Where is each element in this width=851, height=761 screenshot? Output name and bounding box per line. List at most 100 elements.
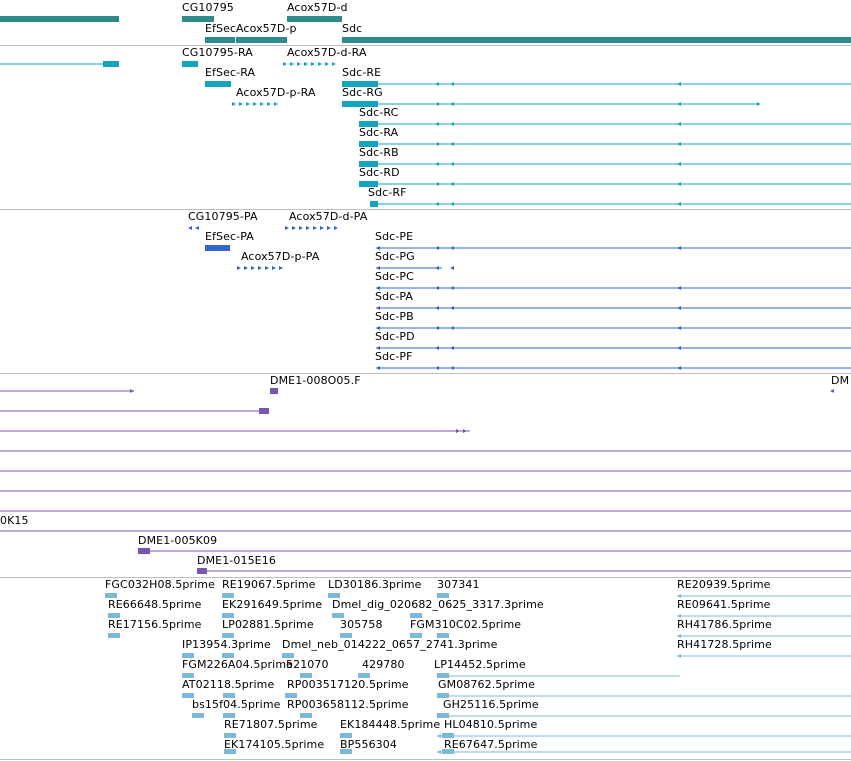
mrna-sdc-rf-arrow-0[interactable] xyxy=(435,202,439,206)
feature-label-dme1-005k09[interactable]: DME1-005K09 xyxy=(138,534,218,547)
feature-label-fgm310c02-5prime[interactable]: FGM310C02.5prime xyxy=(410,618,522,631)
gene-bar-left[interactable] xyxy=(0,16,119,22)
est-feature-18[interactable] xyxy=(358,673,370,678)
mrna-sdc-rb-arrow-1[interactable] xyxy=(450,162,454,166)
feature-label-acox57d-d-pa[interactable]: Acox57D-d-PA xyxy=(289,210,368,223)
est-feature-32[interactable] xyxy=(340,749,352,754)
feature-label-dm[interactable]: DM xyxy=(831,374,850,387)
protein-sdc-pc-arrow-0[interactable] xyxy=(435,286,439,290)
mrna-sdc-rc-arrow-1[interactable] xyxy=(450,122,454,126)
protein-sdc-pe-arrow-1[interactable] xyxy=(450,246,454,250)
feature-label-rh41728-5prime[interactable]: RH41728.5prime xyxy=(677,638,772,651)
clone-dme1-008o05[interactable] xyxy=(270,388,278,394)
protein-sdc-pb-arrow-2[interactable] xyxy=(677,326,681,330)
mrna-sdc-ra-arrow-2[interactable] xyxy=(677,142,681,146)
mrna-acox57d-d-ra-arrow-3[interactable] xyxy=(304,62,308,66)
est-feature-7[interactable] xyxy=(410,613,422,618)
feature-label-lp02881-5prime[interactable]: LP02881.5prime xyxy=(222,618,314,631)
mrna-sdc-rf-exon[interactable] xyxy=(370,201,378,207)
est-feature-5[interactable] xyxy=(222,613,234,618)
mrna-acox57d-d-ra-arrow-2[interactable] xyxy=(297,62,301,66)
feature-label-rh41786-5prime[interactable]: RH41786.5prime xyxy=(677,618,772,631)
feature-label-ek184448-5prime[interactable]: EK184448.5prime xyxy=(340,718,441,731)
feature-label-hl04810-5prime[interactable]: HL04810.5prime xyxy=(444,718,538,731)
feature-label-ld30186-3prime[interactable]: LD30186.3prime xyxy=(328,578,422,591)
est-long-mid-arrow-2[interactable] xyxy=(437,714,441,718)
protein-sdc-pe-start[interactable] xyxy=(376,246,380,250)
protein-sdc-pb-arrow-1[interactable] xyxy=(450,326,454,330)
est-feature-14[interactable] xyxy=(222,653,234,658)
protein-sdc-pa-arrow-1[interactable] xyxy=(450,306,454,310)
protein-sdc-pe-arrow-0[interactable] xyxy=(435,246,439,250)
feature-label-0k15[interactable]: 0K15 xyxy=(0,514,29,527)
protein-sdc-pd-start[interactable] xyxy=(376,346,380,350)
mrna-acox57d-p-ra-arrow-4[interactable] xyxy=(260,102,264,106)
feature-label-re20939-5prime[interactable]: RE20939.5prime xyxy=(677,578,771,591)
protein-acox57d-p-pa-arrow-0[interactable] xyxy=(237,266,241,270)
mrna-sdc-ra-arrow-1[interactable] xyxy=(450,142,454,146)
protein-acox57d-p-pa-arrow-2[interactable] xyxy=(251,266,255,270)
est-feature-29[interactable] xyxy=(340,733,352,738)
clone-row-1-arrow[interactable] xyxy=(130,389,134,393)
est-feature-6[interactable] xyxy=(332,613,344,618)
mrna-sdc-re-arrow-0[interactable] xyxy=(435,82,439,86)
feature-label-ip13954-3prime[interactable]: IP13954.3prime xyxy=(182,638,271,651)
mrna-sdc-rg-arrow-0[interactable] xyxy=(435,102,439,106)
protein-acox57d-d-pa-arrow-0[interactable] xyxy=(285,226,289,230)
est-feature-4[interactable] xyxy=(108,613,120,618)
protein-sdc-pa-start[interactable] xyxy=(376,306,380,310)
mrna-sdc-rg-end-arrow[interactable] xyxy=(755,102,759,106)
feature-label-sdc-rd[interactable]: Sdc-RD xyxy=(359,166,400,179)
mrna-sdc-rb-arrow-0[interactable] xyxy=(435,162,439,166)
clone-row-2-end[interactable] xyxy=(259,408,269,414)
feature-label-521070[interactable]: 521070 xyxy=(286,658,329,671)
feature-label-dmel-dig-020682-0625-3317-3prime[interactable]: Dmel_dig_020682_0625_3317.3prime xyxy=(332,598,544,611)
feature-label-sdc-pa[interactable]: Sdc-PA xyxy=(375,290,414,303)
est-feature-24[interactable] xyxy=(192,713,204,718)
feature-label-efsec-ra[interactable]: EfSec-RA xyxy=(205,66,256,79)
mrna-acox57d-p-ra-arrow-3[interactable] xyxy=(253,102,257,106)
feature-label-rp003658112-5prime[interactable]: RP003658112.5prime xyxy=(287,698,409,711)
protein-acox57d-d-pa-arrow-7[interactable] xyxy=(334,226,338,230)
protein-acox57d-p-pa-arrow-1[interactable] xyxy=(244,266,248,270)
feature-label-re17156-5prime[interactable]: RE17156.5prime xyxy=(108,618,202,631)
feature-label-sdc-pd[interactable]: Sdc-PD xyxy=(375,330,415,343)
feature-label-efsec[interactable]: EfSec xyxy=(205,22,237,35)
mrna-acox57d-d-ra-arrow-4[interactable] xyxy=(311,62,315,66)
protein-acox57d-d-pa-arrow-4[interactable] xyxy=(313,226,317,230)
protein-acox57d-d-pa-arrow-3[interactable] xyxy=(306,226,310,230)
protein-sdc-pc-arrow-1[interactable] xyxy=(450,286,454,290)
protein-sdc-pb-arrow-0[interactable] xyxy=(435,326,439,330)
clone-dm-arrow[interactable] xyxy=(830,389,834,393)
feature-label-429780[interactable]: 429780 xyxy=(362,658,405,671)
protein-sdc-pc-start[interactable] xyxy=(376,286,380,290)
mrna-acox57d-p-ra-arrow-5[interactable] xyxy=(267,102,271,106)
mrna-acox57d-p-ra-arrow-6[interactable] xyxy=(274,102,278,106)
mrna-sdc-rg-exon[interactable] xyxy=(342,101,378,107)
feature-label-gh25116-5prime[interactable]: GH25116.5prime xyxy=(443,698,539,711)
mrna-acox57d-p-ra-arrow-0[interactable] xyxy=(232,102,236,106)
mrna-acox57d-d-ra-arrow-6[interactable] xyxy=(325,62,329,66)
feature-label-dme1-008o05-f[interactable]: DME1-008O05.F xyxy=(270,374,361,387)
feature-label-sdc-rb[interactable]: Sdc-RB xyxy=(359,146,399,159)
est-feature-15[interactable] xyxy=(282,653,294,658)
feature-label-dme1-015e16[interactable]: DME1-015E16 xyxy=(197,554,276,567)
feature-label-lp14452-5prime[interactable]: LP14452.5prime xyxy=(434,658,526,671)
gene-cg10795[interactable] xyxy=(182,16,214,22)
est-long-right-arrow-3[interactable] xyxy=(677,654,681,658)
protein-efsec-pa[interactable] xyxy=(205,245,230,251)
mrna-efsec-ra[interactable] xyxy=(205,81,231,87)
est-long-mid-arrow-3[interactable] xyxy=(437,734,441,738)
protein-sdc-pd-arrow-2[interactable] xyxy=(677,346,681,350)
feature-label-acox57d-p-pa[interactable]: Acox57D-p-PA xyxy=(241,250,320,263)
protein-sdc-pc-arrow-2[interactable] xyxy=(677,286,681,290)
mrna-sdc-rf-arrow-2[interactable] xyxy=(677,202,681,206)
est-feature-26[interactable] xyxy=(300,713,312,718)
protein-sdc-pf-start[interactable] xyxy=(376,366,380,370)
feature-label-sdc-pc[interactable]: Sdc-PC xyxy=(375,270,414,283)
mrna-sdc-rd-arrow-1[interactable] xyxy=(450,182,454,186)
feature-label-acox57d-d-ra[interactable]: Acox57D-d-RA xyxy=(287,46,367,59)
feature-label-cg10795-pa[interactable]: CG10795-PA xyxy=(188,210,258,223)
mrna-sdc-rd-exon[interactable] xyxy=(359,181,378,187)
mrna-sdc-ra-exon[interactable] xyxy=(359,141,378,147)
